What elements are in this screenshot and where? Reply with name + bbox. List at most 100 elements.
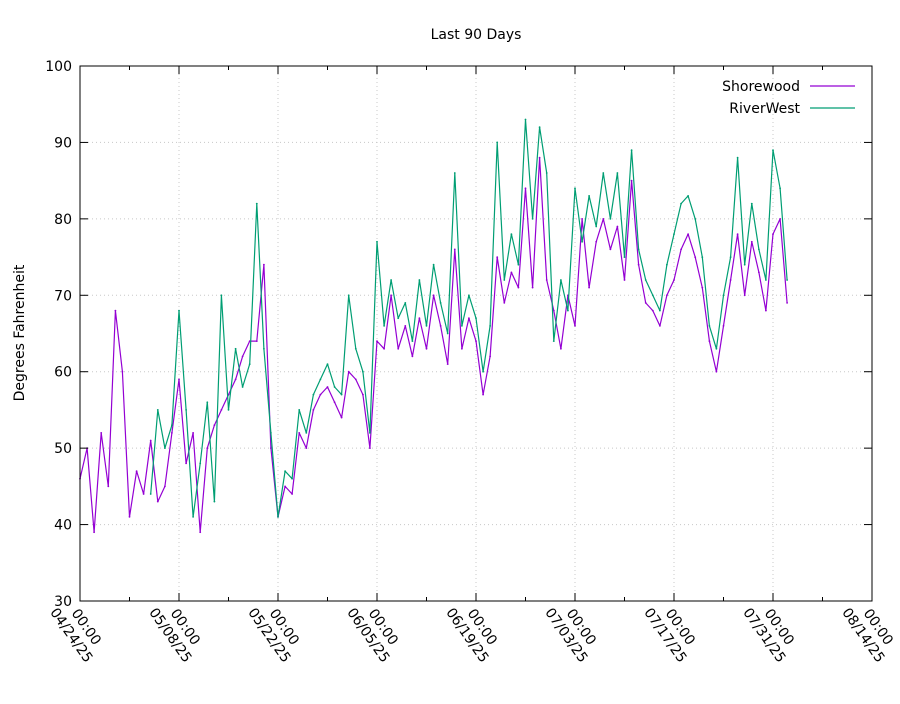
data-point-riverwest (468, 294, 470, 297)
data-point-riverwest (270, 432, 272, 434)
data-point-riverwest (453, 172, 456, 174)
data-point-shorewood (489, 355, 491, 358)
data-point-shorewood (107, 485, 110, 488)
data-point-riverwest (588, 195, 590, 197)
data-point-shorewood (779, 218, 781, 220)
data-point-riverwest (149, 493, 152, 495)
data-point-shorewood (468, 317, 470, 320)
data-point-shorewood (390, 294, 392, 297)
data-point-shorewood (637, 263, 640, 266)
data-point-riverwest (376, 240, 378, 243)
data-point-riverwest (404, 302, 407, 304)
data-point-riverwest (651, 294, 654, 297)
data-point-riverwest (432, 263, 435, 266)
data-point-shorewood (701, 286, 704, 289)
data-point-shorewood (765, 309, 767, 312)
data-point-shorewood (93, 531, 95, 534)
data-point-shorewood (263, 263, 265, 266)
data-point-shorewood (616, 225, 619, 228)
data-point-shorewood (630, 179, 633, 182)
data-point-shorewood (439, 325, 442, 327)
data-point-riverwest (708, 325, 711, 327)
data-point-riverwest (340, 393, 343, 396)
data-point-riverwest (284, 470, 286, 472)
data-point-riverwest (164, 447, 166, 449)
data-point-riverwest (609, 218, 612, 220)
data-point-shorewood (114, 309, 117, 312)
y-tick-label: 40 (54, 518, 72, 534)
data-point-riverwest (687, 195, 689, 197)
data-point-shorewood (376, 340, 378, 342)
data-point-shorewood (560, 347, 562, 350)
data-point-shorewood (284, 485, 286, 488)
data-point-shorewood (171, 432, 173, 434)
data-point-riverwest (362, 370, 364, 373)
data-point-shorewood (369, 447, 371, 449)
y-tick-label: 90 (54, 135, 72, 151)
data-point-shorewood (736, 233, 739, 236)
data-point-shorewood (496, 256, 499, 258)
data-point-riverwest (305, 432, 308, 434)
data-point-riverwest (602, 172, 605, 174)
data-point-shorewood (425, 347, 428, 350)
data-point-shorewood (446, 363, 449, 365)
data-point-riverwest (545, 172, 548, 174)
data-point-riverwest (581, 240, 583, 243)
data-point-shorewood (156, 500, 159, 503)
data-point-shorewood (121, 370, 124, 373)
data-point-shorewood (362, 393, 364, 396)
data-point-shorewood (581, 218, 583, 220)
data-point-riverwest (538, 126, 541, 128)
data-point-shorewood (326, 386, 329, 388)
data-point-shorewood (673, 279, 675, 281)
data-point-riverwest (263, 347, 265, 350)
data-point-riverwest (199, 462, 202, 465)
data-point-shorewood (312, 409, 315, 411)
data-point-shorewood (680, 248, 682, 251)
data-point-shorewood (220, 409, 223, 411)
data-point-shorewood (461, 347, 463, 350)
data-point-shorewood (715, 370, 718, 373)
data-point-riverwest (567, 309, 569, 312)
data-point-shorewood (623, 279, 626, 281)
data-point-shorewood (149, 439, 152, 442)
data-point-shorewood (142, 493, 145, 495)
data-point-riverwest (779, 187, 781, 190)
data-point-riverwest (319, 378, 322, 381)
data-point-shorewood (729, 279, 732, 281)
y-tick-label: 50 (54, 441, 72, 457)
data-point-riverwest (461, 325, 463, 327)
data-point-shorewood (503, 302, 506, 304)
data-point-riverwest (354, 347, 357, 350)
data-point-shorewood (418, 317, 421, 320)
data-point-shorewood (552, 309, 555, 312)
data-point-riverwest (510, 233, 513, 236)
data-point-shorewood (397, 347, 400, 350)
data-point-riverwest (736, 156, 739, 159)
data-point-riverwest (644, 279, 647, 281)
data-point-riverwest (248, 363, 251, 365)
data-point-shorewood (206, 447, 209, 449)
data-point-riverwest (560, 279, 562, 281)
data-point-shorewood (758, 271, 760, 274)
data-point-shorewood (241, 355, 244, 358)
data-point-shorewood (319, 393, 322, 396)
legend-label: RiverWest (729, 101, 800, 117)
data-point-riverwest (743, 263, 746, 266)
data-point-riverwest (758, 248, 760, 251)
data-point-riverwest (206, 401, 209, 404)
data-point-riverwest (418, 279, 421, 281)
y-tick-label: 70 (54, 288, 72, 304)
data-point-riverwest (489, 325, 491, 327)
grid (80, 66, 872, 601)
data-point-riverwest (347, 294, 350, 297)
data-point-shorewood (432, 294, 435, 297)
data-point-shorewood (687, 233, 689, 236)
data-point-riverwest (701, 256, 704, 258)
data-point-shorewood (185, 462, 188, 465)
data-point-riverwest (369, 432, 371, 434)
data-point-riverwest (298, 409, 301, 411)
data-point-shorewood (750, 240, 753, 243)
data-point-riverwest (213, 500, 216, 503)
